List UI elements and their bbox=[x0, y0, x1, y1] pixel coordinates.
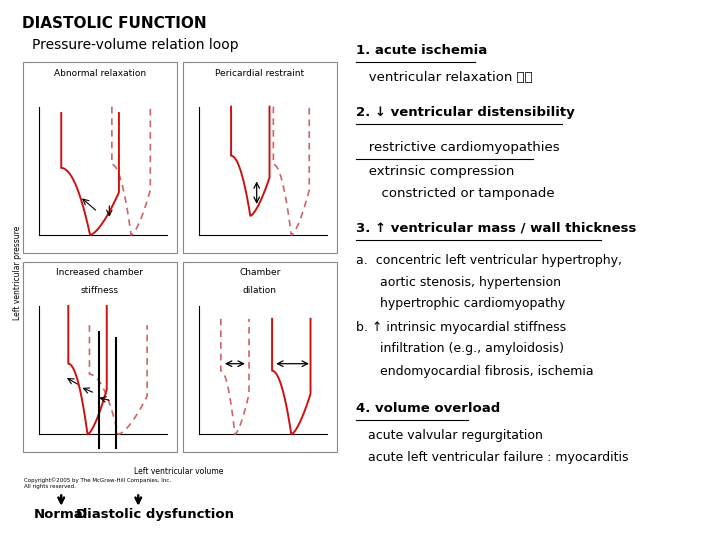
Text: Diastolic dysfunction: Diastolic dysfunction bbox=[76, 508, 234, 521]
Text: b. ↑ intrinsic myocardial stiffness: b. ↑ intrinsic myocardial stiffness bbox=[356, 321, 567, 334]
Text: endomyocardial fibrosis, ischemia: endomyocardial fibrosis, ischemia bbox=[356, 365, 594, 378]
Text: Left ventricular volume: Left ventricular volume bbox=[133, 467, 223, 476]
Text: Abnormal relaxation: Abnormal relaxation bbox=[53, 69, 145, 78]
Text: 2. ↓ ventricular distensibility: 2. ↓ ventricular distensibility bbox=[356, 106, 575, 119]
Text: extrinsic compression: extrinsic compression bbox=[356, 165, 515, 178]
Text: restrictive cardiomyopathies: restrictive cardiomyopathies bbox=[356, 141, 560, 154]
Text: 1. acute ischemia: 1. acute ischemia bbox=[356, 44, 487, 57]
Text: 1. acute ischemia: 1. acute ischemia bbox=[356, 44, 487, 57]
Text: 3. ↑ ventricular mass / wall thickness: 3. ↑ ventricular mass / wall thickness bbox=[356, 222, 636, 235]
Bar bbox=[183, 62, 337, 253]
Text: aortic stenosis, hypertension: aortic stenosis, hypertension bbox=[356, 276, 562, 289]
Bar bbox=[23, 261, 176, 452]
Text: ventricular relaxation 장애: ventricular relaxation 장애 bbox=[356, 71, 533, 84]
Text: Chamber: Chamber bbox=[239, 268, 281, 277]
Text: Copyright©2005 by The McGraw-Hill Companies, Inc.
All rights reserved.: Copyright©2005 by The McGraw-Hill Compan… bbox=[24, 477, 171, 489]
Text: hypertrophic cardiomyopathy: hypertrophic cardiomyopathy bbox=[356, 298, 566, 310]
Text: 4. volume overload: 4. volume overload bbox=[356, 402, 500, 415]
Text: infiltration (e.g., amyloidosis): infiltration (e.g., amyloidosis) bbox=[356, 342, 564, 355]
Text: 4. volume overload: 4. volume overload bbox=[356, 402, 500, 415]
Text: Increased chamber: Increased chamber bbox=[56, 268, 143, 277]
Text: 2. ↓ ventricular distensibility: 2. ↓ ventricular distensibility bbox=[356, 106, 575, 119]
Text: acute left ventricular failure : myocarditis: acute left ventricular failure : myocard… bbox=[356, 451, 629, 464]
Text: DIASTOLIC FUNCTION: DIASTOLIC FUNCTION bbox=[22, 16, 206, 31]
Text: stiffness: stiffness bbox=[81, 286, 119, 295]
Text: constricted or tamponade: constricted or tamponade bbox=[356, 187, 555, 200]
Text: Pressure-volume relation loop: Pressure-volume relation loop bbox=[32, 38, 239, 52]
Text: acute valvular regurgitation: acute valvular regurgitation bbox=[356, 429, 544, 442]
Bar bbox=[23, 62, 176, 253]
Text: a.  concentric left ventricular hypertrophy,: a. concentric left ventricular hypertrop… bbox=[356, 254, 622, 267]
Text: Pericardial restraint: Pericardial restraint bbox=[215, 69, 305, 78]
Text: Normal: Normal bbox=[34, 508, 89, 521]
Text: dilation: dilation bbox=[243, 286, 277, 295]
Text: Left ventricular pressure: Left ventricular pressure bbox=[14, 226, 22, 320]
Bar bbox=[183, 261, 337, 452]
Text: 3. ↑ ventricular mass / wall thickness: 3. ↑ ventricular mass / wall thickness bbox=[356, 222, 636, 235]
Text: restrictive cardiomyopathies: restrictive cardiomyopathies bbox=[356, 141, 560, 154]
